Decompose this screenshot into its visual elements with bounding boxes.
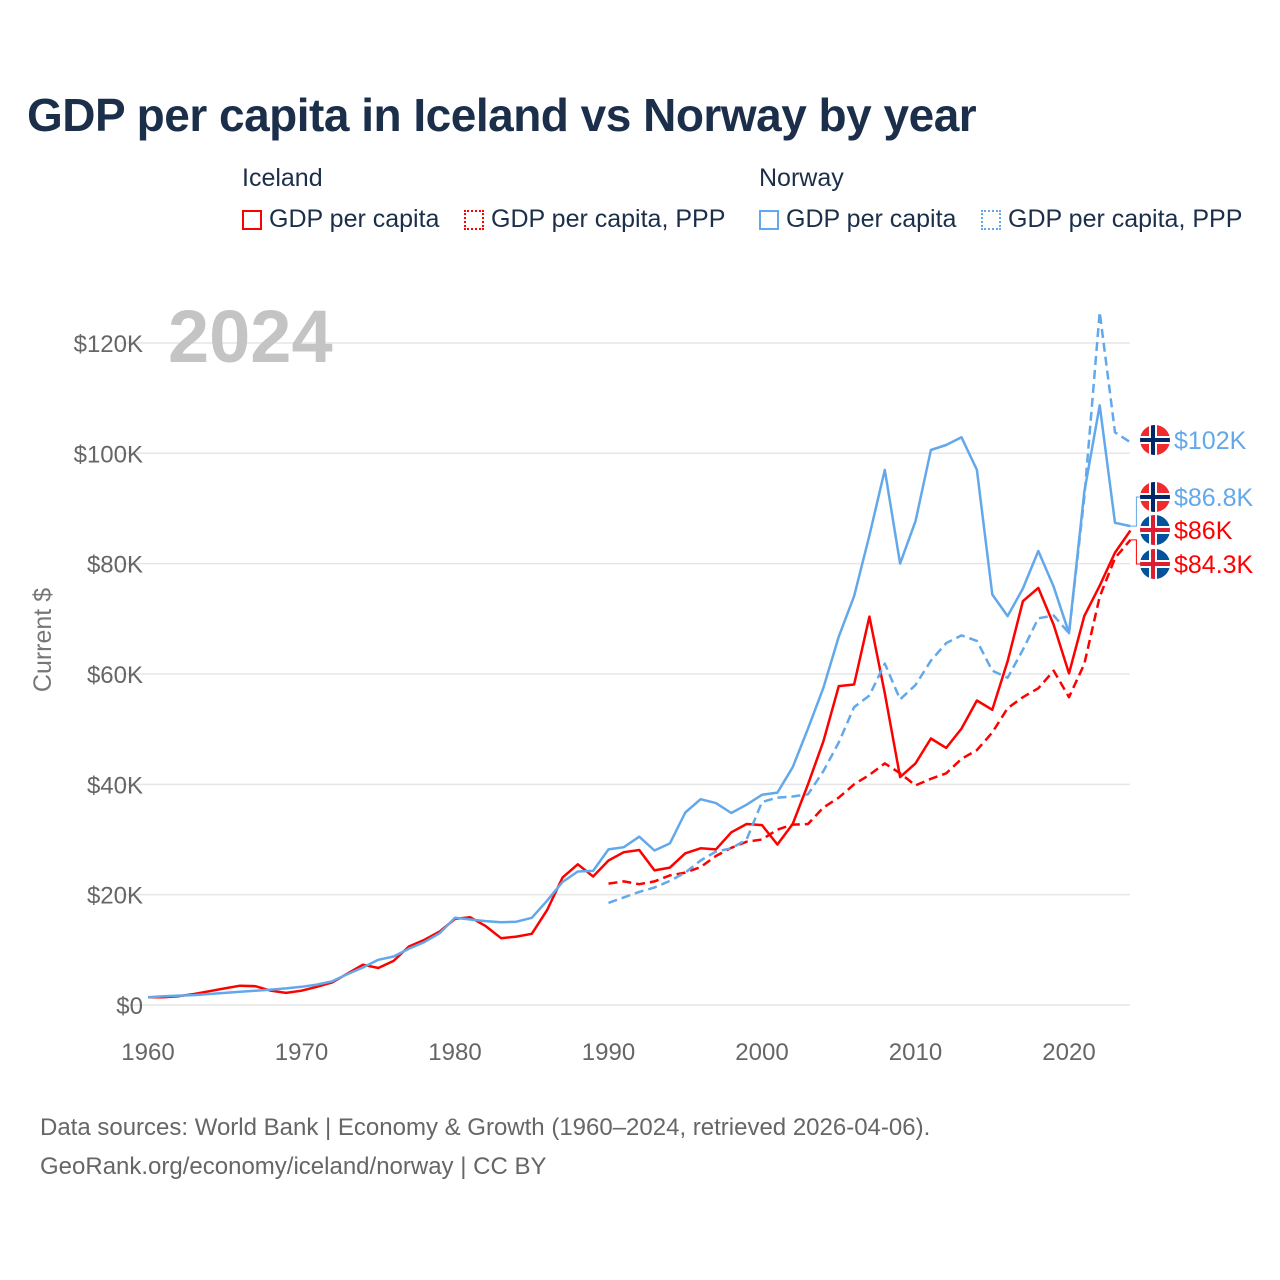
x-tick-label: 1960 <box>121 1039 174 1066</box>
series-line-norway-gdp-per-capita-ppp <box>608 310 1132 905</box>
y-tick-label: $120K <box>74 331 143 358</box>
y-axis-title: Current $ <box>29 588 57 692</box>
legend-norway-gdp[interactable]: GDP per capita <box>759 205 956 234</box>
data-source: Data sources: World Bank | Economy & Gro… <box>40 1114 931 1141</box>
footer: Data sources: World Bank | Economy & Gro… <box>40 1108 930 1186</box>
end-value-label: $102K <box>1174 427 1247 455</box>
legend-label: GDP per capita, PPP <box>1008 205 1243 233</box>
y-tick-label: $80K <box>87 552 143 579</box>
y-tick-label: $100K <box>74 441 143 468</box>
iceland-flag-icon <box>1140 515 1170 545</box>
legend-norway-ppp[interactable]: GDP per capita, PPP <box>981 205 1242 234</box>
end-value-label: $86K <box>1174 517 1233 545</box>
y-tick-label: $40K <box>87 772 143 799</box>
chart-title: GDP per capita in Iceland vs Norway by y… <box>27 89 977 141</box>
legend-label: GDP per capita <box>786 205 957 233</box>
x-tick-label: 2000 <box>735 1039 788 1066</box>
y-tick-label: $60K <box>87 662 143 689</box>
year-overlay: 2024 <box>168 295 333 378</box>
x-tick-label: 2010 <box>889 1039 942 1066</box>
end-value-label: $86.8K <box>1174 484 1254 512</box>
legend-swatch-dotted-red <box>464 209 484 230</box>
iceland-flag-icon <box>1140 549 1170 579</box>
legend-swatch-dotted-blue <box>981 209 1001 230</box>
label-connector <box>1130 496 1143 527</box>
label-connector <box>1130 539 1143 565</box>
legend-swatch-solid-red <box>242 209 262 230</box>
norway-flag-icon <box>1140 482 1170 512</box>
legend-iceland-gdp[interactable]: GDP per capita <box>242 205 439 234</box>
series-line-iceland-gdp-per-capita <box>148 529 1132 999</box>
y-tick-label: $20K <box>87 883 143 910</box>
legend-label: GDP per capita <box>269 205 440 233</box>
x-tick-label: 2020 <box>1042 1039 1095 1066</box>
legend-label: GDP per capita, PPP <box>491 205 726 233</box>
legend-iceland-ppp[interactable]: GDP per capita, PPP <box>464 205 725 234</box>
series-line-iceland-gdp-per-capita-ppp <box>608 539 1132 886</box>
legend-group-norway: Norway <box>759 164 844 192</box>
series-line-norway-gdp-per-capita <box>147 404 1131 999</box>
end-value-label: $84.3K <box>1174 551 1254 579</box>
legend-group-iceland: Iceland <box>242 164 323 192</box>
x-tick-label: 1990 <box>582 1039 635 1066</box>
legend-swatch-solid-blue <box>759 209 779 230</box>
source-link[interactable]: GeoRank.org/economy/iceland/norway | CC … <box>40 1153 547 1180</box>
x-tick-label: 1980 <box>428 1039 481 1066</box>
norway-flag-icon <box>1140 425 1170 455</box>
x-tick-label: 1970 <box>275 1039 328 1066</box>
y-tick-label: $0 <box>116 993 143 1020</box>
